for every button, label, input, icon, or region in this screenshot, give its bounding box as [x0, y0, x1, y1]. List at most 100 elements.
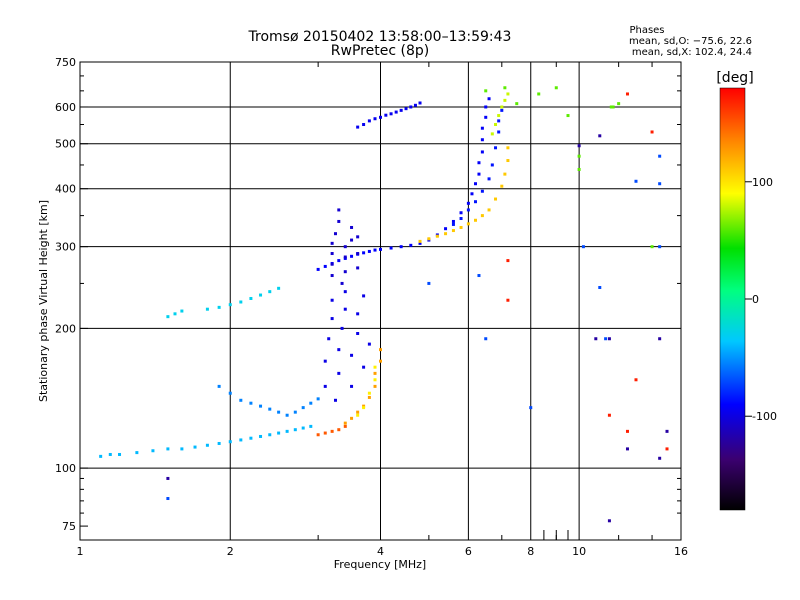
data-point: [373, 371, 377, 375]
data-point: [494, 197, 498, 201]
data-point: [362, 406, 366, 410]
data-point: [409, 243, 413, 247]
colorbar-ticks: 100 0 -100: [745, 176, 777, 423]
data-point: [484, 105, 488, 109]
y-tick-label: 400: [55, 183, 76, 196]
data-point: [367, 395, 371, 399]
data-point: [466, 208, 470, 212]
y-axis-label: Stationary phase Virtual Height [km]: [37, 200, 50, 402]
chart-subtitle: RwPretec (8p): [331, 43, 429, 59]
data-point: [316, 267, 320, 271]
data-point: [217, 384, 221, 388]
data-point: [259, 434, 263, 438]
data-point: [577, 144, 581, 148]
data-point: [327, 337, 331, 341]
data-point: [473, 218, 477, 222]
data-point: [399, 108, 403, 112]
data-point: [217, 305, 221, 309]
data-point: [367, 342, 371, 346]
data-point: [337, 428, 341, 432]
colorbar-tick-label: 0: [752, 293, 759, 306]
data-point: [373, 378, 377, 382]
data-point: [330, 241, 334, 245]
data-point: [537, 92, 541, 96]
data-point: [285, 429, 289, 433]
data-point: [506, 259, 510, 263]
colorbar-tick-label: -100: [752, 410, 777, 423]
data-point: [356, 410, 360, 414]
data-point: [350, 225, 354, 229]
data-point: [337, 348, 341, 352]
data-point: [277, 286, 281, 290]
data-point: [480, 138, 484, 142]
plot-frame: [79, 61, 682, 541]
data-point: [665, 429, 669, 433]
data-point: [301, 426, 305, 430]
data-point: [228, 391, 232, 395]
data-point: [650, 130, 654, 134]
data-point: [658, 456, 662, 460]
data-point: [356, 413, 360, 417]
data-point: [389, 112, 393, 116]
data-point: [217, 441, 221, 445]
data-point: [356, 235, 360, 239]
data-point: [477, 274, 481, 278]
data-point: [418, 101, 422, 105]
x-tick-label: 10: [572, 545, 586, 558]
data-point: [477, 161, 481, 165]
data-point: [268, 407, 272, 411]
data-point: [459, 217, 463, 221]
data-point: [480, 189, 484, 193]
data-point: [466, 201, 470, 205]
data-point: [427, 237, 431, 241]
data-point: [500, 105, 504, 109]
y-tick-label: 75: [62, 520, 76, 533]
data-point: [634, 179, 638, 183]
data-point: [658, 154, 662, 158]
data-point: [330, 252, 334, 256]
data-point: [330, 274, 334, 278]
data-point: [427, 281, 431, 285]
data-point: [362, 123, 366, 127]
data-point: [607, 413, 611, 417]
x-axis-label: Frequency [MHz]: [334, 558, 426, 571]
data-point: [323, 431, 327, 435]
data-point: [480, 214, 484, 218]
data-point: [309, 401, 313, 405]
data-point: [611, 105, 615, 109]
data-point: [451, 219, 455, 223]
data-point: [356, 312, 360, 316]
colorbar-tick-label: 100: [752, 176, 773, 189]
data-point: [503, 98, 507, 102]
data-point: [350, 254, 354, 258]
data-point: [268, 433, 272, 437]
data-point: [554, 86, 558, 90]
data-point: [340, 326, 344, 330]
data-point: [529, 406, 533, 410]
data-point: [301, 406, 305, 410]
data-point: [166, 497, 170, 501]
data-point: [490, 132, 494, 136]
data-point: [350, 416, 354, 420]
data-point: [494, 146, 498, 150]
x-tick-label: 6: [465, 545, 472, 558]
data-point: [362, 365, 366, 369]
data-point: [497, 119, 501, 123]
y-tick-label: 300: [55, 241, 76, 254]
data-point: [340, 281, 344, 285]
grid-lines: [79, 61, 682, 540]
data-point: [277, 410, 281, 414]
data-point: [625, 92, 629, 96]
data-point: [503, 172, 507, 176]
data-point: [577, 154, 581, 158]
data-point: [466, 222, 470, 226]
data-point: [367, 119, 371, 123]
data-point: [625, 447, 629, 451]
data-point: [379, 247, 382, 251]
data-point: [607, 337, 611, 341]
data-point: [259, 404, 263, 408]
data-point: [135, 451, 139, 455]
data-point: [205, 443, 209, 447]
data-point: [444, 227, 448, 231]
data-point: [99, 454, 103, 458]
